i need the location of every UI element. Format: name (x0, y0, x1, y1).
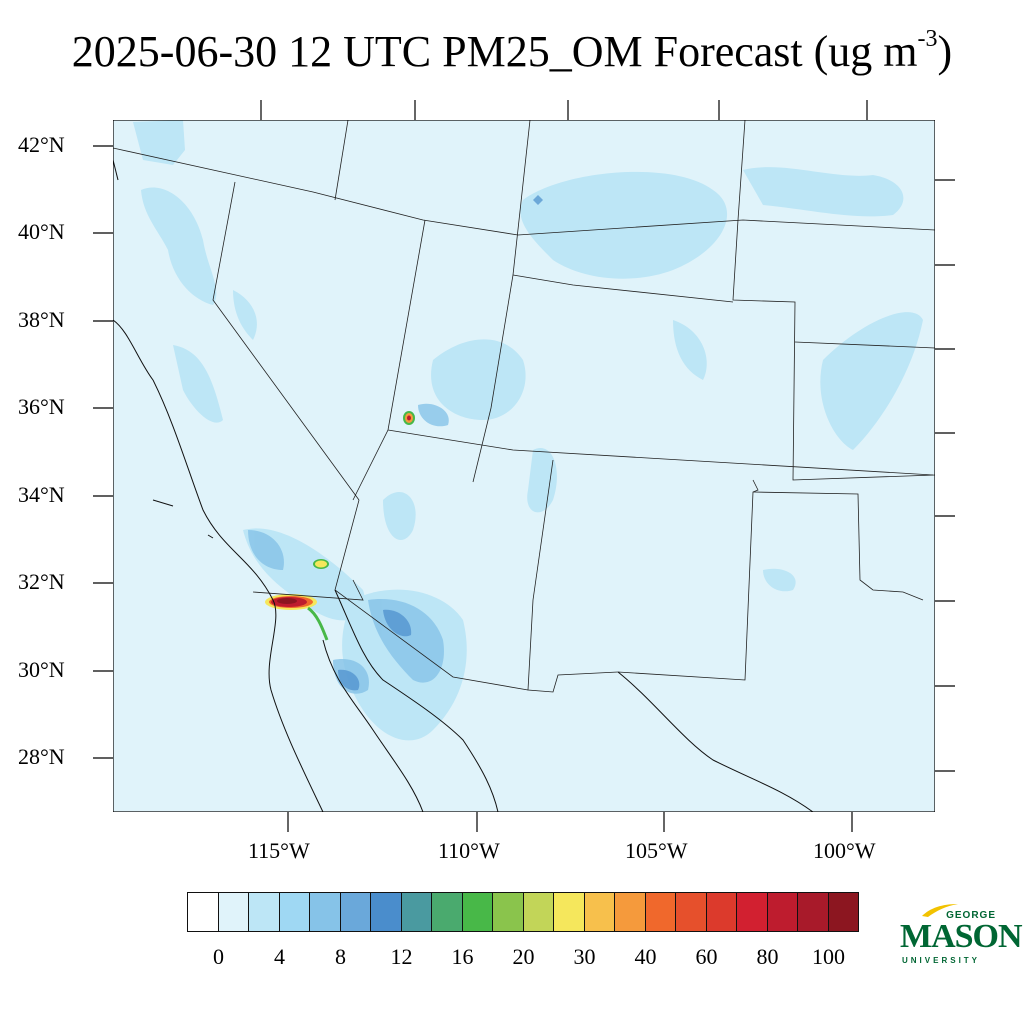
logo-swoosh-icon (922, 904, 958, 917)
colorbar-label: 20 (512, 944, 535, 969)
colorbar-swatch (675, 892, 707, 932)
gmu-logo: GEORGE MASON UNIVERSITY (898, 900, 1023, 972)
lat-label: 40°N (18, 219, 65, 244)
colorbar-swatch (278, 892, 310, 932)
colorbar-swatch (553, 892, 585, 932)
lon-label: 110°W (438, 838, 500, 863)
lat-label: 38°N (18, 307, 65, 332)
colorbar-swatch (400, 892, 432, 932)
colorbar-label: 40 (634, 944, 657, 969)
lat-label: 28°N (18, 744, 65, 769)
map-svg (112, 119, 936, 813)
colorbar-label: 0 (213, 944, 224, 969)
hotspot-baja (265, 594, 329, 641)
lat-label: 34°N (18, 482, 65, 507)
colorbar-swatch (705, 892, 737, 932)
colorbar-label: 16 (451, 944, 474, 969)
state-boundaries (112, 119, 936, 693)
lon-label: 100°W (813, 838, 876, 863)
colorbar-swatch (492, 892, 524, 932)
lat-label: 36°N (18, 394, 65, 419)
colorbar-swatch (797, 892, 829, 932)
colorbar-swatch (644, 892, 676, 932)
colorbar-label: 8 (335, 944, 346, 969)
map-background (113, 120, 935, 812)
colorbar-label: 100 (812, 944, 845, 969)
logo-george: GEORGE (946, 910, 996, 921)
title-close: ) (937, 27, 953, 76)
colorbar-swatch (583, 892, 615, 932)
colorbar-swatch (522, 892, 554, 932)
logo-mason: MASON (900, 918, 1023, 955)
lat-label: 32°N (18, 569, 65, 594)
logo-university: UNIVERSITY (902, 956, 981, 965)
colorbar (187, 892, 859, 932)
colorbar-swatch (461, 892, 493, 932)
map-panel (112, 119, 936, 813)
lon-label: 115°W (248, 838, 310, 863)
lat-label: 30°N (18, 657, 65, 682)
colorbar-swatch (736, 892, 768, 932)
colorbar-swatch (217, 892, 249, 932)
lon-label: 105°W (625, 838, 688, 863)
colorbar-swatch (339, 892, 371, 932)
colorbar-swatch (309, 892, 341, 932)
colorbar-swatch (827, 892, 859, 932)
title-superscript: -3 (917, 26, 938, 52)
colorbar-label: 30 (573, 944, 596, 969)
title-text: 2025-06-30 12 UTC PM25_OM Forecast (ug m (71, 27, 918, 76)
colorbar-swatch (187, 892, 219, 932)
concentration-dark-patches (338, 195, 543, 691)
colorbar-swatch (248, 892, 280, 932)
lat-label: 42°N (18, 132, 65, 157)
hotspot-arizona (313, 559, 329, 569)
colorbar-swatch (614, 892, 646, 932)
colorbar-label: 12 (390, 944, 413, 969)
chart-title: 2025-06-30 12 UTC PM25_OM Forecast (ug m… (0, 26, 1024, 77)
coastlines (112, 159, 814, 813)
hotspot-utah (403, 411, 415, 425)
colorbar-label: 60 (695, 944, 718, 969)
colorbar-swatch (766, 892, 798, 932)
colorbar-label: 4 (274, 944, 285, 969)
colorbar-label: 80 (756, 944, 779, 969)
colorbar-swatch (431, 892, 463, 932)
colorbar-swatch (370, 892, 402, 932)
